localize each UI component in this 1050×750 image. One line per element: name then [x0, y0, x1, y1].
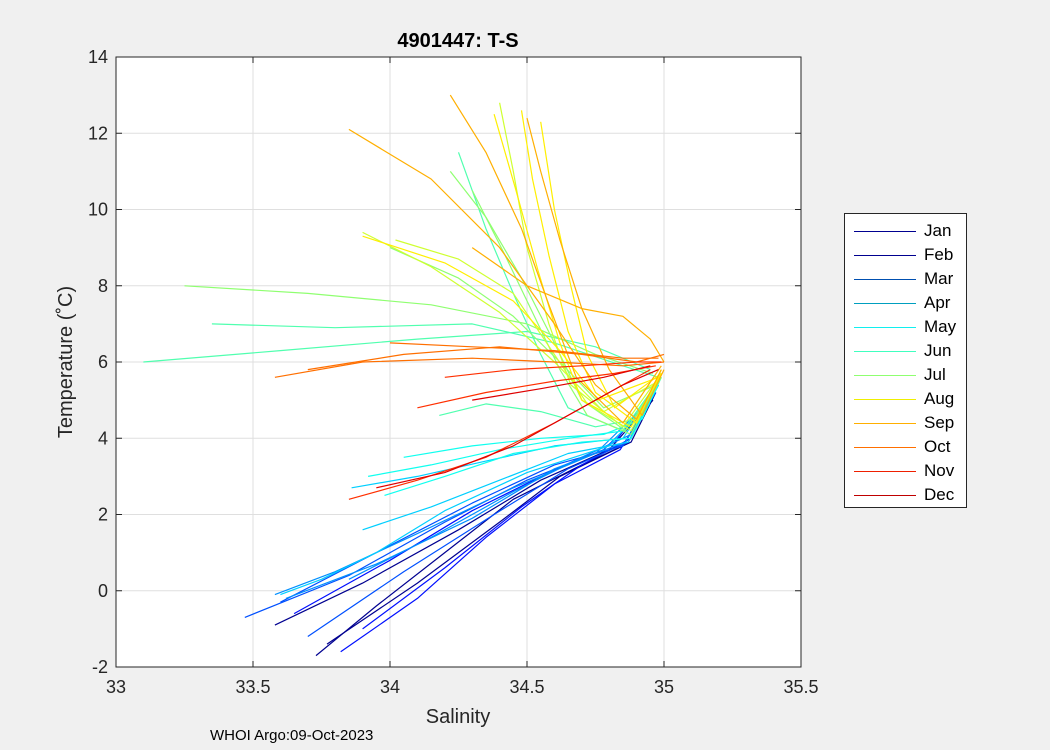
legend-label: Sep: [924, 413, 955, 432]
legend-entry-sep: Sep: [845, 411, 966, 435]
series-line-may: [351, 388, 657, 489]
legend-swatch: [854, 278, 916, 280]
legend-label: May: [924, 317, 957, 336]
y-tick-label: 12: [88, 123, 108, 143]
x-tick-label: 35.5: [783, 677, 818, 697]
series-line-sep: [395, 239, 662, 432]
series-line-jun: [384, 384, 660, 496]
legend-label: Nov: [924, 461, 955, 480]
legend-entry-apr: Apr: [845, 291, 966, 315]
x-tick-label: 34.5: [509, 677, 544, 697]
series-line-extra: [472, 365, 651, 401]
legend-label: Jun: [924, 341, 952, 360]
series-line-jul: [211, 323, 659, 378]
legend-entry-dec: Dec: [845, 483, 966, 507]
x-tick-label: 33.5: [235, 677, 270, 697]
series-line-nov: [348, 128, 662, 420]
legend-label: Mar: [924, 269, 954, 288]
y-tick-label: 10: [88, 200, 108, 220]
legend-label: Jul: [924, 365, 946, 384]
legend-swatch: [854, 326, 916, 328]
legend-entry-jun: Jun: [845, 339, 966, 363]
x-tick-label: 35: [654, 677, 674, 697]
series-line-jun: [403, 377, 662, 458]
series-line-sep: [499, 102, 659, 428]
x-tick-label: 33: [106, 677, 126, 697]
legend-swatch: [854, 446, 916, 448]
series-line-feb: [293, 388, 657, 615]
series-line-oct: [493, 114, 662, 428]
series-line-apr: [285, 388, 657, 599]
legend-entry-oct: Oct: [845, 435, 966, 459]
y-tick-label: 14: [88, 47, 108, 67]
series-line-jul: [143, 330, 651, 371]
chart-title: 4901447: T-S: [397, 30, 518, 52]
legend-label: Aug: [924, 389, 955, 408]
legend: Jan Feb Mar Apr May Jun Jul Aug Sep Oct Nov Dec: [844, 213, 967, 508]
y-tick-label: 6: [98, 352, 108, 372]
series-line-dec: [274, 357, 665, 378]
legend-swatch: [854, 470, 916, 472]
y-tick-label: 0: [98, 581, 108, 601]
legend-swatch: [854, 494, 916, 496]
legend-entry-mar: Mar: [845, 267, 966, 291]
legend-label: Apr: [924, 293, 951, 312]
legend-entry-may: May: [845, 315, 966, 339]
x-axis-label: Salinity: [426, 706, 490, 728]
legend-swatch: [854, 254, 916, 256]
legend-swatch: [854, 350, 916, 352]
y-axis-label: Temperature (˚C): [55, 286, 77, 438]
series-line-extra: [376, 369, 659, 489]
series-line-sep: [362, 231, 659, 413]
legend-label: Jan: [924, 221, 952, 240]
legend-label: Feb: [924, 245, 954, 264]
series-line-nov: [471, 247, 665, 363]
series-line-apr: [274, 399, 651, 596]
series-line-nov: [449, 94, 662, 424]
y-tick-label: 2: [98, 505, 108, 525]
legend-label: Dec: [924, 485, 955, 504]
legend-entry-jan: Jan: [845, 219, 966, 243]
legend-entry-nov: Nov: [845, 459, 966, 483]
y-tick-label: 4: [98, 428, 108, 448]
series-line-oct: [520, 110, 662, 424]
series-line-dec: [307, 346, 665, 371]
legend-swatch: [854, 422, 916, 424]
y-tick-label: 8: [98, 276, 108, 296]
x-tick-label: 34: [380, 677, 400, 697]
legend-entry-aug: Aug: [845, 387, 966, 411]
legend-entry-feb: Feb: [845, 243, 966, 267]
legend-entry-jul: Jul: [845, 363, 966, 387]
legend-swatch: [854, 302, 916, 304]
axes: 33 33.5 34 34.5 35 35.5 -2 0 2 4 6 8 10 12 14: [88, 47, 819, 697]
series-line-jan: [315, 392, 657, 657]
series-line-extra: [444, 361, 662, 378]
series-line-dec: [389, 342, 659, 359]
data-lines: [143, 94, 665, 657]
legend-label: Oct: [924, 437, 951, 456]
legend-swatch: [854, 230, 916, 232]
legend-swatch: [854, 398, 916, 400]
legend-swatch: [854, 374, 916, 376]
footer-note: WHOI Argo:09-Oct-2023: [210, 727, 374, 744]
series-line-oct: [540, 121, 662, 409]
y-tick-label: -2: [92, 657, 108, 677]
